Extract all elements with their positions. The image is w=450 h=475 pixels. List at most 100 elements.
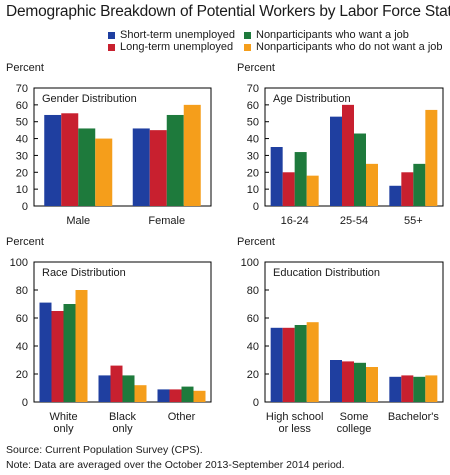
race-ytick-label: 0 [22, 397, 28, 409]
age-ytick-label: 60 [247, 100, 259, 112]
legend-swatch-long-term [108, 43, 115, 51]
education-bar-3-1 [294, 325, 307, 402]
race-ylabel: Percent [6, 236, 44, 248]
race-bar-4-2 [134, 385, 147, 402]
race-bar-2-3 [169, 389, 182, 402]
age-bar-3-1 [294, 152, 307, 206]
education-ytick-label: 20 [247, 369, 259, 381]
race-ytick-label: 60 [16, 313, 28, 325]
race-ytick-label: 80 [16, 285, 28, 297]
age-category-label: 55+ [404, 215, 423, 227]
age-ytick-label: 50 [247, 117, 259, 129]
race-bar-2-1 [51, 311, 64, 402]
gender-ytick-label: 0 [22, 201, 28, 213]
race-bar-3-3 [181, 386, 194, 402]
race-bar-4-1 [75, 290, 88, 402]
gender-category-label: Female [148, 215, 185, 227]
education-bar-2-1 [282, 327, 295, 402]
gender-ytick-label: 20 [16, 167, 28, 179]
age-ytick-label: 30 [247, 150, 259, 162]
gender-plot-frame [33, 87, 212, 207]
race-category-label: White [49, 411, 77, 423]
age-ylabel: Percent [237, 62, 275, 74]
age-ytick-label: 0 [253, 201, 259, 213]
age-bar-4-1 [306, 175, 319, 206]
education-ytick-label: 100 [241, 257, 259, 269]
education-bar-4-2 [366, 367, 378, 402]
age-bar-1-1 [270, 147, 283, 206]
education-bar-3-2 [354, 362, 366, 402]
race-bar-1-3 [157, 389, 170, 402]
legend-label-want-job: Nonparticipants who want a job [256, 29, 409, 41]
education-panel-title: Education Distribution [273, 267, 380, 279]
race-bar-1-1 [39, 302, 52, 402]
race-category-label: only [112, 423, 133, 435]
legend-swatch-want-job [244, 31, 251, 39]
age-bar-2-1 [282, 172, 295, 206]
gender-bar-4-2 [183, 104, 201, 206]
education-bar-4-1 [306, 322, 319, 402]
age-ytick-label: 70 [247, 83, 259, 95]
education-ytick-label: 40 [247, 341, 259, 353]
gender-bar-3-1 [78, 128, 96, 206]
education-bar-4-3 [425, 375, 438, 402]
gender-ytick-label: 60 [16, 100, 28, 112]
education-category-label: Bachelor's [388, 411, 440, 423]
education-category-label: Some [340, 411, 369, 423]
gender-bar-1-2 [132, 128, 150, 206]
gender-ytick-label: 70 [16, 83, 28, 95]
gender-bar-1-1 [44, 114, 62, 206]
race-bar-3-1 [63, 304, 76, 402]
source-note: Source: Current Population Survey (CPS). [6, 444, 203, 456]
figure-title: Demographic Breakdown of Potential Worke… [6, 3, 450, 20]
education-bar-1-2 [330, 360, 342, 402]
age-bar-4-3 [425, 109, 438, 206]
legend-item-not-want-job: Nonparticipants who do not want a job [244, 41, 443, 53]
education-ytick-label: 80 [247, 285, 259, 297]
age-bar-1-2 [330, 116, 342, 206]
education-bar-3-3 [413, 376, 426, 402]
race-bar-1-2 [98, 375, 111, 402]
age-bar-3-3 [413, 163, 426, 206]
gender-ytick-label: 10 [16, 184, 28, 196]
age-ytick-label: 20 [247, 167, 259, 179]
legend-item-short-term: Short-term unemployed [108, 29, 235, 41]
gender-panel-title: Gender Distribution [42, 93, 137, 105]
education-category-label: or less [278, 423, 311, 435]
legend-swatch-not-want-job [244, 43, 251, 51]
education-bar-2-2 [342, 361, 354, 402]
race-bar-2-2 [110, 365, 123, 402]
gender-bar-2-1 [61, 113, 79, 206]
education-bar-1-1 [270, 327, 283, 402]
gender-ylabel: Percent [6, 62, 44, 74]
legend-label-long-term: Long-term unemployed [120, 41, 234, 53]
age-category-label: 25-54 [340, 215, 368, 227]
legend-item-want-job: Nonparticipants who want a job [244, 29, 409, 41]
gender-ytick-label: 40 [16, 134, 28, 146]
race-bar-3-2 [122, 375, 135, 402]
education-category-label: college [337, 423, 372, 435]
age-bar-2-3 [401, 172, 414, 206]
age-category-label: 16-24 [281, 215, 309, 227]
race-panel-title: Race Distribution [42, 267, 126, 279]
race-category-label: Black [109, 411, 136, 423]
gender-category-label: Male [66, 215, 90, 227]
legend-label-short-term: Short-term unemployed [120, 29, 235, 41]
age-bar-3-2 [354, 133, 366, 206]
age-bar-1-3 [389, 185, 402, 206]
education-bar-1-3 [389, 376, 402, 402]
legend-swatch-short-term [108, 31, 115, 39]
age-bar-2-2 [342, 104, 354, 206]
legend-item-long-term: Long-term unemployed [108, 41, 233, 53]
gender-bar-4-1 [95, 138, 113, 206]
gender-ytick-label: 50 [16, 117, 28, 129]
race-bar-4-3 [193, 390, 206, 402]
race-category-label: only [53, 423, 74, 435]
education-category-label: High school [266, 411, 323, 423]
age-bar-4-2 [366, 163, 378, 206]
race-ytick-label: 40 [16, 341, 28, 353]
gender-ytick-label: 30 [16, 150, 28, 162]
education-ylabel: Percent [237, 236, 275, 248]
race-ytick-label: 20 [16, 369, 28, 381]
